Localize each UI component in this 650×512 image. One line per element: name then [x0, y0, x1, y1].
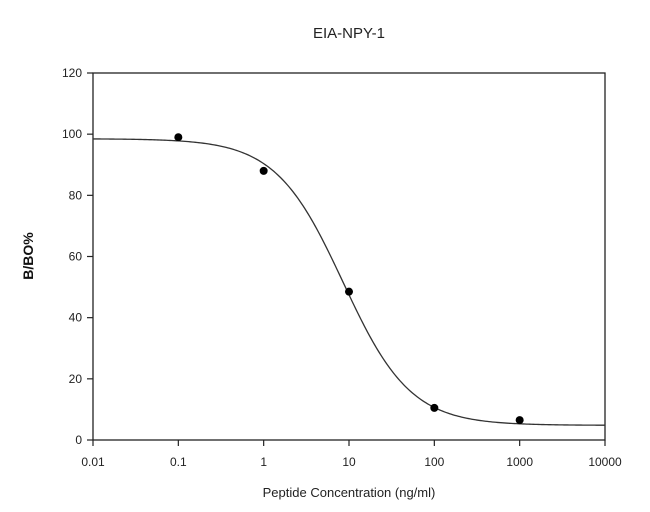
y-tick-label: 0: [75, 433, 82, 447]
data-points: [174, 133, 524, 425]
plot-border: [92, 72, 606, 441]
y-axis: 0 20 40 60 80 100 120: [62, 66, 93, 447]
x-axis-label: Peptide Concentration (ng/ml): [263, 485, 436, 500]
y-tick-label: 60: [69, 250, 83, 264]
x-tick-label: 0.01: [81, 455, 105, 469]
x-tick-label: 10: [342, 455, 356, 469]
data-point: [430, 403, 439, 412]
x-tick-label: 0.1: [170, 455, 187, 469]
plot-frame: [92, 72, 606, 441]
y-tick-label: 40: [69, 311, 83, 325]
x-axis: 0.01 0.1 1 10 100 1000 10000: [81, 440, 622, 469]
x-tick-label: 10000: [588, 455, 622, 469]
y-axis-label: B/BO%: [20, 232, 36, 280]
data-point: [259, 166, 268, 175]
y-tick-label: 20: [69, 372, 83, 386]
y-tick-label: 100: [62, 127, 82, 141]
y-tick-label: 80: [69, 188, 83, 202]
x-tick-label: 1000: [506, 455, 533, 469]
data-point: [515, 416, 524, 425]
data-point: [345, 287, 353, 296]
y-tick-label: 120: [62, 66, 82, 80]
x-tick-label: 100: [424, 455, 444, 469]
x-tick-label: 1: [260, 455, 267, 469]
data-point: [174, 133, 183, 142]
chart-title: EIA-NPY-1: [313, 25, 385, 42]
fit-curve: [93, 138, 606, 426]
